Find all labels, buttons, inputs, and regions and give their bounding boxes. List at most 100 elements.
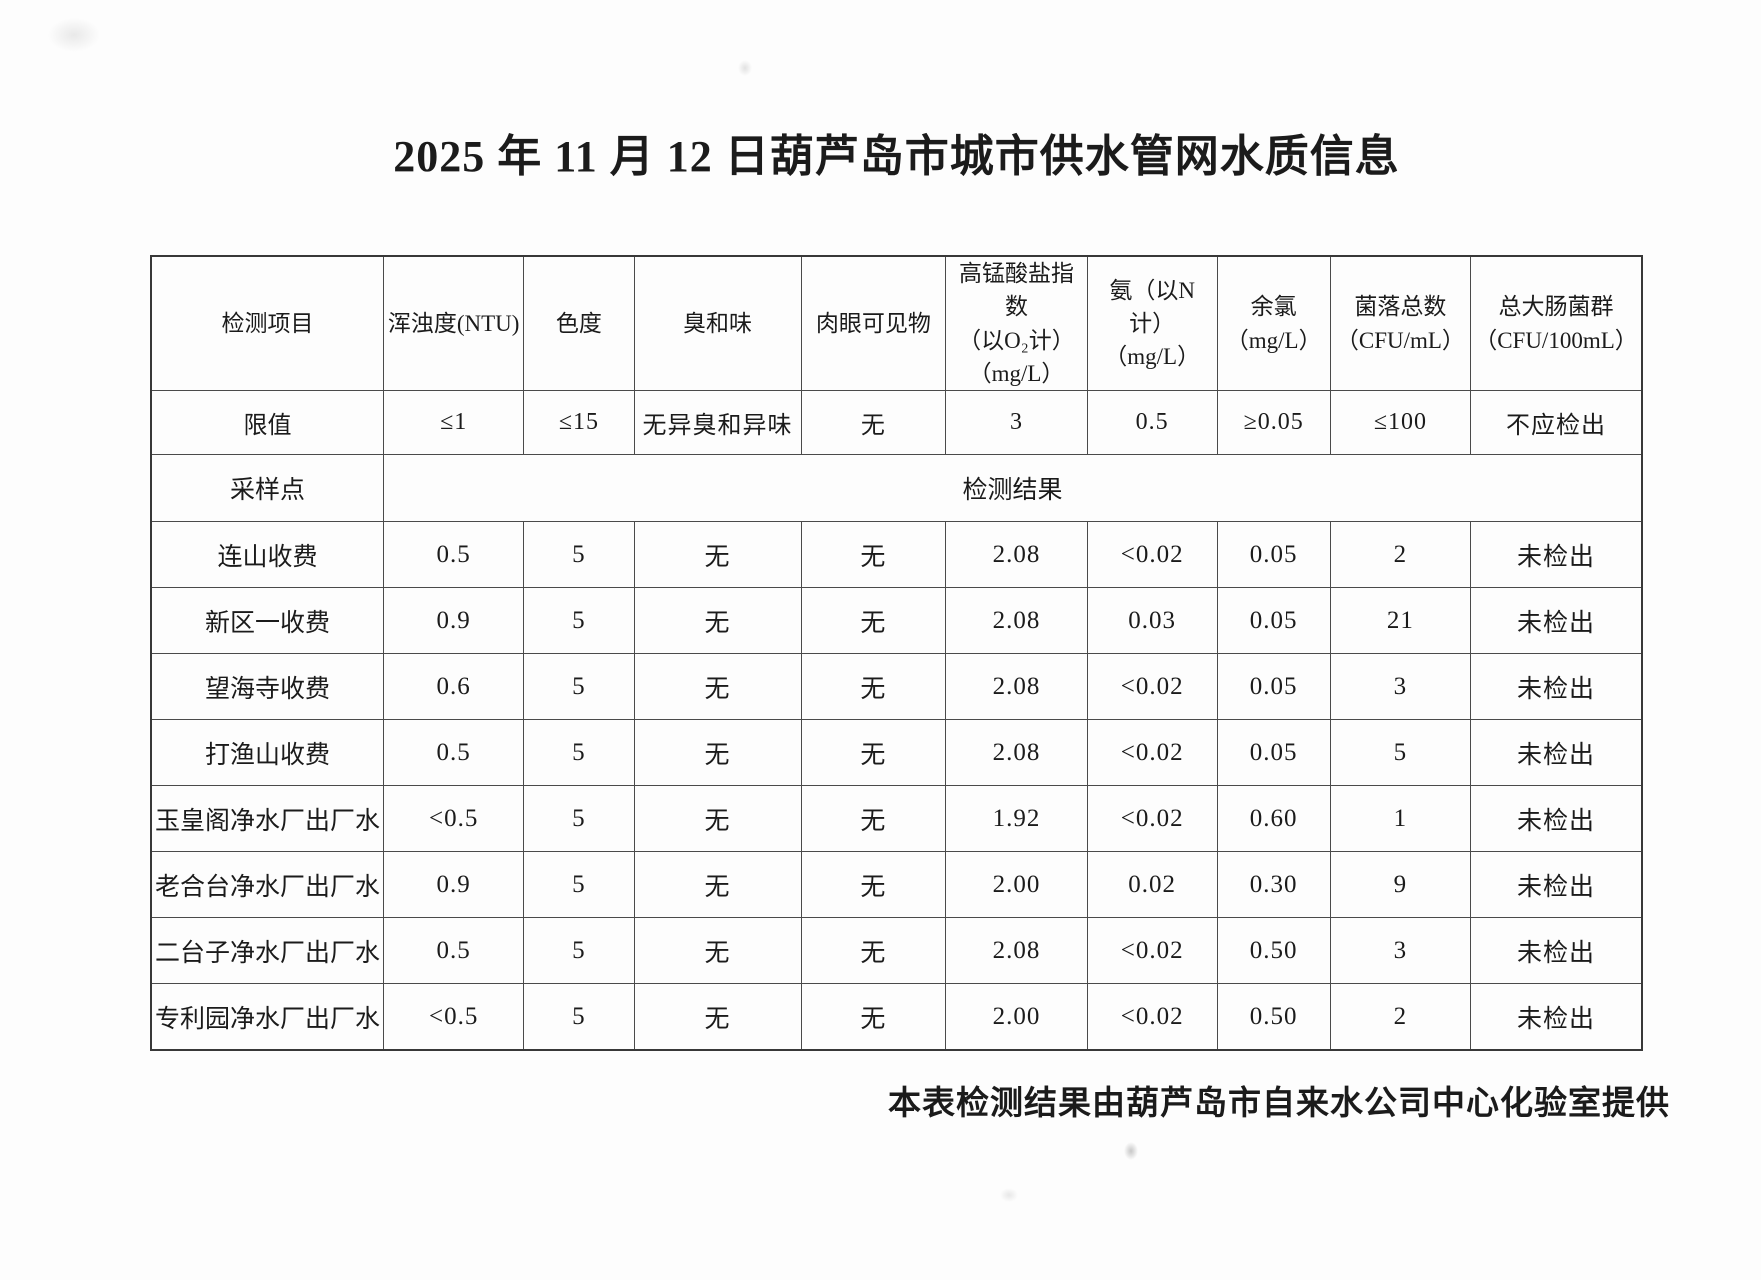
value-cell: 未检出 (1469, 653, 1643, 721)
value-cell: 0.5 (383, 719, 525, 787)
value-cell: 0.03 (1086, 587, 1218, 655)
value-cell: 2.08 (945, 587, 1088, 655)
value-cell: 无 (633, 719, 802, 787)
value-cell: 未检出 (1469, 917, 1643, 985)
value-cell: 1.92 (945, 785, 1088, 853)
value-cell: 无 (800, 653, 947, 721)
value-cell: 无 (800, 785, 947, 853)
limit-value-cell: 不应检出 (1469, 390, 1643, 456)
value-cell: 未检出 (1469, 719, 1643, 787)
scan-artifact (48, 18, 100, 52)
value-cell: 无 (800, 917, 947, 985)
value-cell: 2 (1329, 983, 1471, 1051)
column-header: 臭和味 (633, 255, 802, 392)
value-cell: 0.30 (1216, 851, 1331, 919)
column-header: 余氯 （mg/L） (1216, 255, 1331, 392)
site-cell: 连山收费 (150, 521, 385, 589)
value-cell: 无 (800, 983, 947, 1051)
value-cell: 5 (523, 719, 635, 787)
value-cell: <0.02 (1086, 719, 1218, 787)
table-row: 二台子净水厂出厂水 0.5 5 无无 2.08 <0.02 0.50 3 未检出 (150, 917, 1643, 985)
value-cell: 无 (633, 785, 802, 853)
table-row: 老合台净水厂出厂水 0.9 5 无无 2.00 0.02 0.30 9 未检出 (150, 851, 1643, 919)
value-cell: 0.05 (1216, 587, 1331, 655)
value-cell: 0.05 (1216, 653, 1331, 721)
value-cell: 无 (633, 983, 802, 1051)
page-title: 2025 年 11 月 12 日葫芦岛市城市供水管网水质信息 (393, 132, 1400, 181)
value-cell: 0.05 (1216, 719, 1331, 787)
value-cell: <0.5 (383, 983, 525, 1051)
value-cell: 无 (633, 653, 802, 721)
value-cell: <0.02 (1086, 983, 1218, 1051)
column-header: 高锰酸盐指数 （以O₂计） （mg/L） (945, 255, 1088, 392)
value-cell: <0.02 (1086, 785, 1218, 853)
value-cell: <0.5 (383, 785, 525, 853)
limit-value-cell: ≤1 (383, 390, 525, 456)
table-row: 望海寺收费 0.6 5 无无 2.08 <0.02 0.05 3 未检出 (150, 653, 1643, 721)
value-cell: 无 (800, 719, 947, 787)
value-cell: 2.08 (945, 719, 1088, 787)
limit-value-cell: ≥0.05 (1216, 390, 1331, 456)
footer-attribution: 本表检测结果由葫芦岛市自来水公司中心化验室提供 (888, 1086, 1670, 1122)
limit-value-cell: 0.5 (1086, 390, 1218, 456)
column-header: 氨（以N计） （mg/L） (1086, 255, 1218, 392)
scan-artifact (1124, 1142, 1138, 1160)
value-cell: 0.5 (383, 917, 525, 985)
table-row: 专利园净水厂出厂水 <0.5 5 无无 2.00 <0.02 0.50 2 未检出 (150, 983, 1643, 1051)
limit-value-cell: ≤15 (523, 390, 635, 456)
site-cell: 新区一收费 (150, 587, 385, 655)
value-cell: <0.02 (1086, 521, 1218, 589)
limits-label: 限值 (150, 390, 385, 456)
limit-value-cell: 无异臭和异味 (633, 390, 802, 456)
value-cell: 0.6 (383, 653, 525, 721)
column-header: 肉眼可见物 (800, 255, 947, 392)
table-row: 打渔山收费 0.5 5 无无 2.08 <0.02 0.05 5 未检出 (150, 719, 1643, 787)
value-cell: 5 (523, 587, 635, 655)
value-cell: 2.08 (945, 653, 1088, 721)
column-header: 色度 (523, 255, 635, 392)
site-cell: 望海寺收费 (150, 653, 385, 721)
value-cell: 3 (1329, 653, 1471, 721)
value-cell: 未检出 (1469, 851, 1643, 919)
scan-artifact (1000, 1188, 1018, 1202)
value-cell: 5 (523, 521, 635, 589)
value-cell: 1 (1329, 785, 1471, 853)
value-cell: 3 (1329, 917, 1471, 985)
value-cell: 未检出 (1469, 785, 1643, 853)
value-cell: 未检出 (1469, 521, 1643, 589)
value-cell: 无 (800, 587, 947, 655)
table-row: 玉皇阁净水厂出厂水 <0.5 5 无无 1.92 <0.02 0.60 1 未检出 (150, 785, 1643, 853)
value-cell: 无 (633, 587, 802, 655)
site-cell: 打渔山收费 (150, 719, 385, 787)
sampling-point-label: 采样点 (150, 454, 385, 523)
column-header: 总大肠菌群 （CFU/100mL） (1469, 255, 1643, 392)
value-cell: 0.5 (383, 521, 525, 589)
value-cell: 0.9 (383, 851, 525, 919)
column-header-item: 检测项目 (150, 255, 385, 392)
water-quality-table: 检测项目 浑浊度(NTU) 色度 臭和味 肉眼可见物 高锰酸盐指数 （以O₂计） （mg/… (150, 255, 1643, 1051)
table-header-row: 检测项目 浑浊度(NTU) 色度 臭和味 肉眼可见物 高锰酸盐指数 （以O₂计） （mg/… (150, 255, 1643, 392)
column-header: 菌落总数 （CFU/mL） (1329, 255, 1471, 392)
limits-row: 限值 ≤1 ≤15 无异臭和异味无 3 0.5 ≥0.05 ≤100 不应检出 (150, 390, 1643, 456)
value-cell: 2.00 (945, 983, 1088, 1051)
value-cell: 2 (1329, 521, 1471, 589)
value-cell: 2.00 (945, 851, 1088, 919)
value-cell: 21 (1329, 587, 1471, 655)
value-cell: 5 (1329, 719, 1471, 787)
table-row: 连山收费 0.5 5 无无 2.08 <0.02 0.05 2 未检出 (150, 521, 1643, 589)
sampling-point-row: 采样点 检测结果 (150, 454, 1643, 523)
value-cell: 无 (633, 917, 802, 985)
value-cell: 5 (523, 983, 635, 1051)
value-cell: 无 (633, 521, 802, 589)
value-cell: 5 (523, 785, 635, 853)
value-cell: 0.05 (1216, 521, 1331, 589)
value-cell: 无 (633, 851, 802, 919)
value-cell: 无 (800, 851, 947, 919)
value-cell: 未检出 (1469, 983, 1643, 1051)
limit-value-cell: 3 (945, 390, 1088, 456)
limit-value-cell: ≤100 (1329, 390, 1471, 456)
scan-artifact (738, 60, 752, 76)
value-cell: 0.02 (1086, 851, 1218, 919)
value-cell: <0.02 (1086, 917, 1218, 985)
